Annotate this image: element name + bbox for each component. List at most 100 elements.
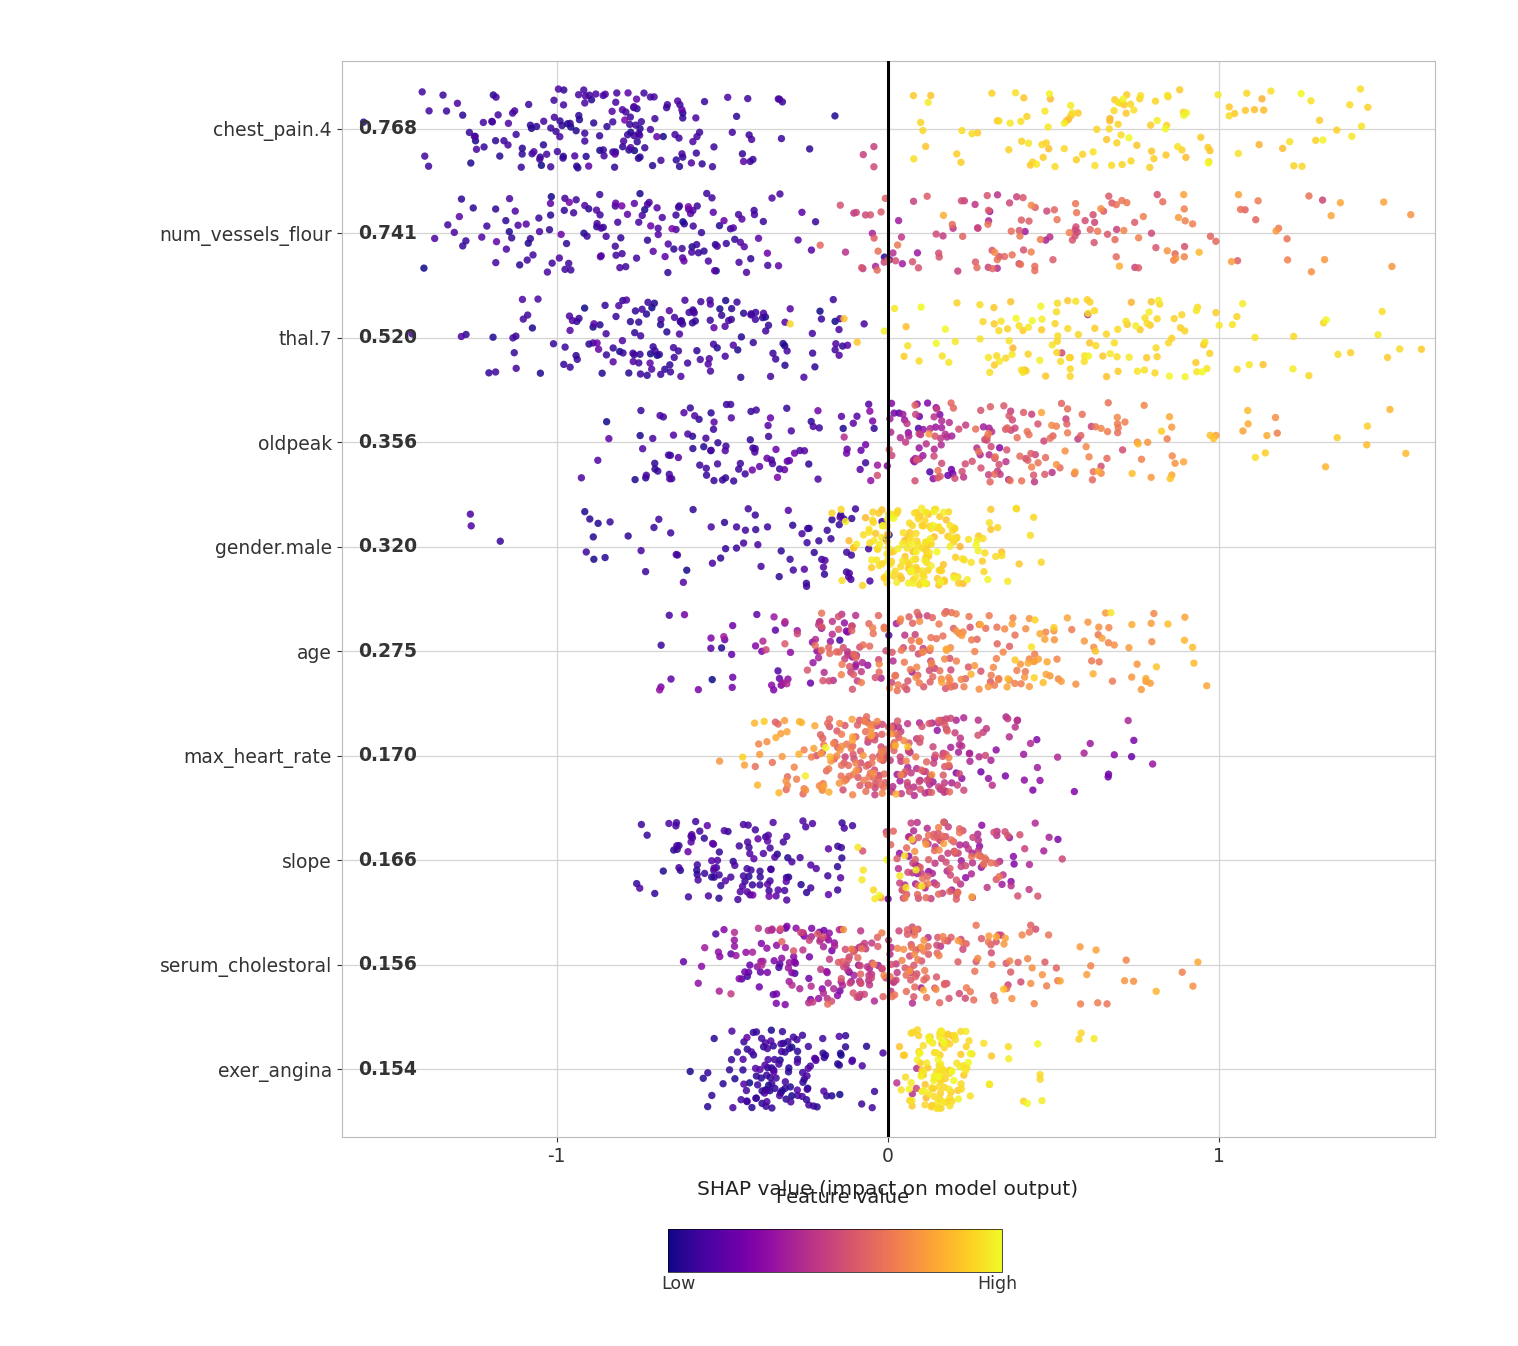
Point <box>871 514 896 536</box>
Point <box>729 232 753 253</box>
Point <box>780 514 805 536</box>
Point <box>944 650 968 672</box>
Point <box>921 406 946 428</box>
Point <box>797 454 821 475</box>
Point <box>1082 211 1107 233</box>
Point <box>911 120 935 141</box>
Point <box>938 660 962 681</box>
Point <box>627 878 651 899</box>
Point <box>808 234 832 256</box>
Point <box>1148 293 1172 315</box>
Point <box>923 747 947 769</box>
Point <box>589 218 613 240</box>
Point <box>1028 770 1052 791</box>
Point <box>774 673 798 695</box>
Point <box>1037 83 1061 105</box>
Point <box>550 114 574 136</box>
Point <box>680 425 704 447</box>
Point <box>985 825 1009 847</box>
Point <box>797 1094 821 1116</box>
Point <box>777 549 802 571</box>
Point <box>944 870 968 891</box>
Point <box>757 1067 782 1089</box>
Point <box>656 94 680 116</box>
Point <box>997 950 1022 972</box>
Point <box>1137 302 1161 323</box>
Point <box>1006 253 1031 275</box>
Point <box>896 557 920 579</box>
Point <box>442 222 466 244</box>
Point <box>1096 421 1120 443</box>
Point <box>906 437 931 459</box>
Point <box>773 311 797 332</box>
Point <box>676 353 700 374</box>
Point <box>909 1065 934 1086</box>
Point <box>1003 625 1028 646</box>
Point <box>944 526 968 548</box>
Point <box>839 544 864 565</box>
Point <box>802 541 826 563</box>
Point <box>751 211 776 233</box>
Point <box>410 81 434 102</box>
Point <box>844 645 868 666</box>
Point <box>732 754 756 775</box>
Point <box>735 1027 759 1049</box>
Point <box>903 540 927 561</box>
Point <box>750 1027 774 1049</box>
Point <box>1204 424 1228 446</box>
Point <box>867 649 891 670</box>
Point <box>663 816 688 837</box>
Point <box>692 828 716 849</box>
Point <box>811 779 835 801</box>
Point <box>638 86 662 108</box>
Point <box>908 770 932 791</box>
Point <box>618 113 642 135</box>
Point <box>657 354 682 376</box>
Point <box>1114 192 1138 214</box>
Point <box>935 720 959 742</box>
Point <box>1172 105 1196 127</box>
Point <box>893 676 917 697</box>
Point <box>847 759 871 781</box>
Point <box>723 922 747 944</box>
Point <box>656 261 680 283</box>
Point <box>972 853 996 875</box>
Point <box>484 232 509 253</box>
Point <box>618 121 642 143</box>
Point <box>1081 460 1105 482</box>
Point <box>581 316 606 338</box>
Point <box>943 1028 967 1050</box>
Point <box>1166 207 1190 229</box>
Point <box>920 607 944 629</box>
Point <box>827 514 852 536</box>
Point <box>1009 972 1034 993</box>
Point <box>1134 670 1158 692</box>
Point <box>1034 664 1058 685</box>
Point <box>1111 219 1135 241</box>
Point <box>862 767 887 789</box>
Point <box>756 415 780 436</box>
Point <box>941 463 965 485</box>
Point <box>1154 144 1178 166</box>
Point <box>876 563 900 584</box>
Point <box>1157 406 1181 428</box>
Point <box>887 716 911 738</box>
Point <box>1067 1028 1091 1050</box>
Point <box>899 1071 923 1093</box>
Point <box>1122 970 1146 992</box>
Point <box>847 954 871 976</box>
Point <box>586 339 610 361</box>
Point <box>817 839 841 860</box>
Point <box>867 954 891 976</box>
Point <box>991 933 1016 954</box>
Point <box>811 1042 835 1063</box>
Point <box>700 1085 724 1106</box>
Point <box>657 604 682 626</box>
Point <box>883 969 908 991</box>
Point <box>993 618 1017 639</box>
Point <box>685 143 709 164</box>
Point <box>1011 362 1035 384</box>
Point <box>874 530 899 552</box>
Point <box>1025 756 1049 778</box>
Point <box>712 626 736 647</box>
